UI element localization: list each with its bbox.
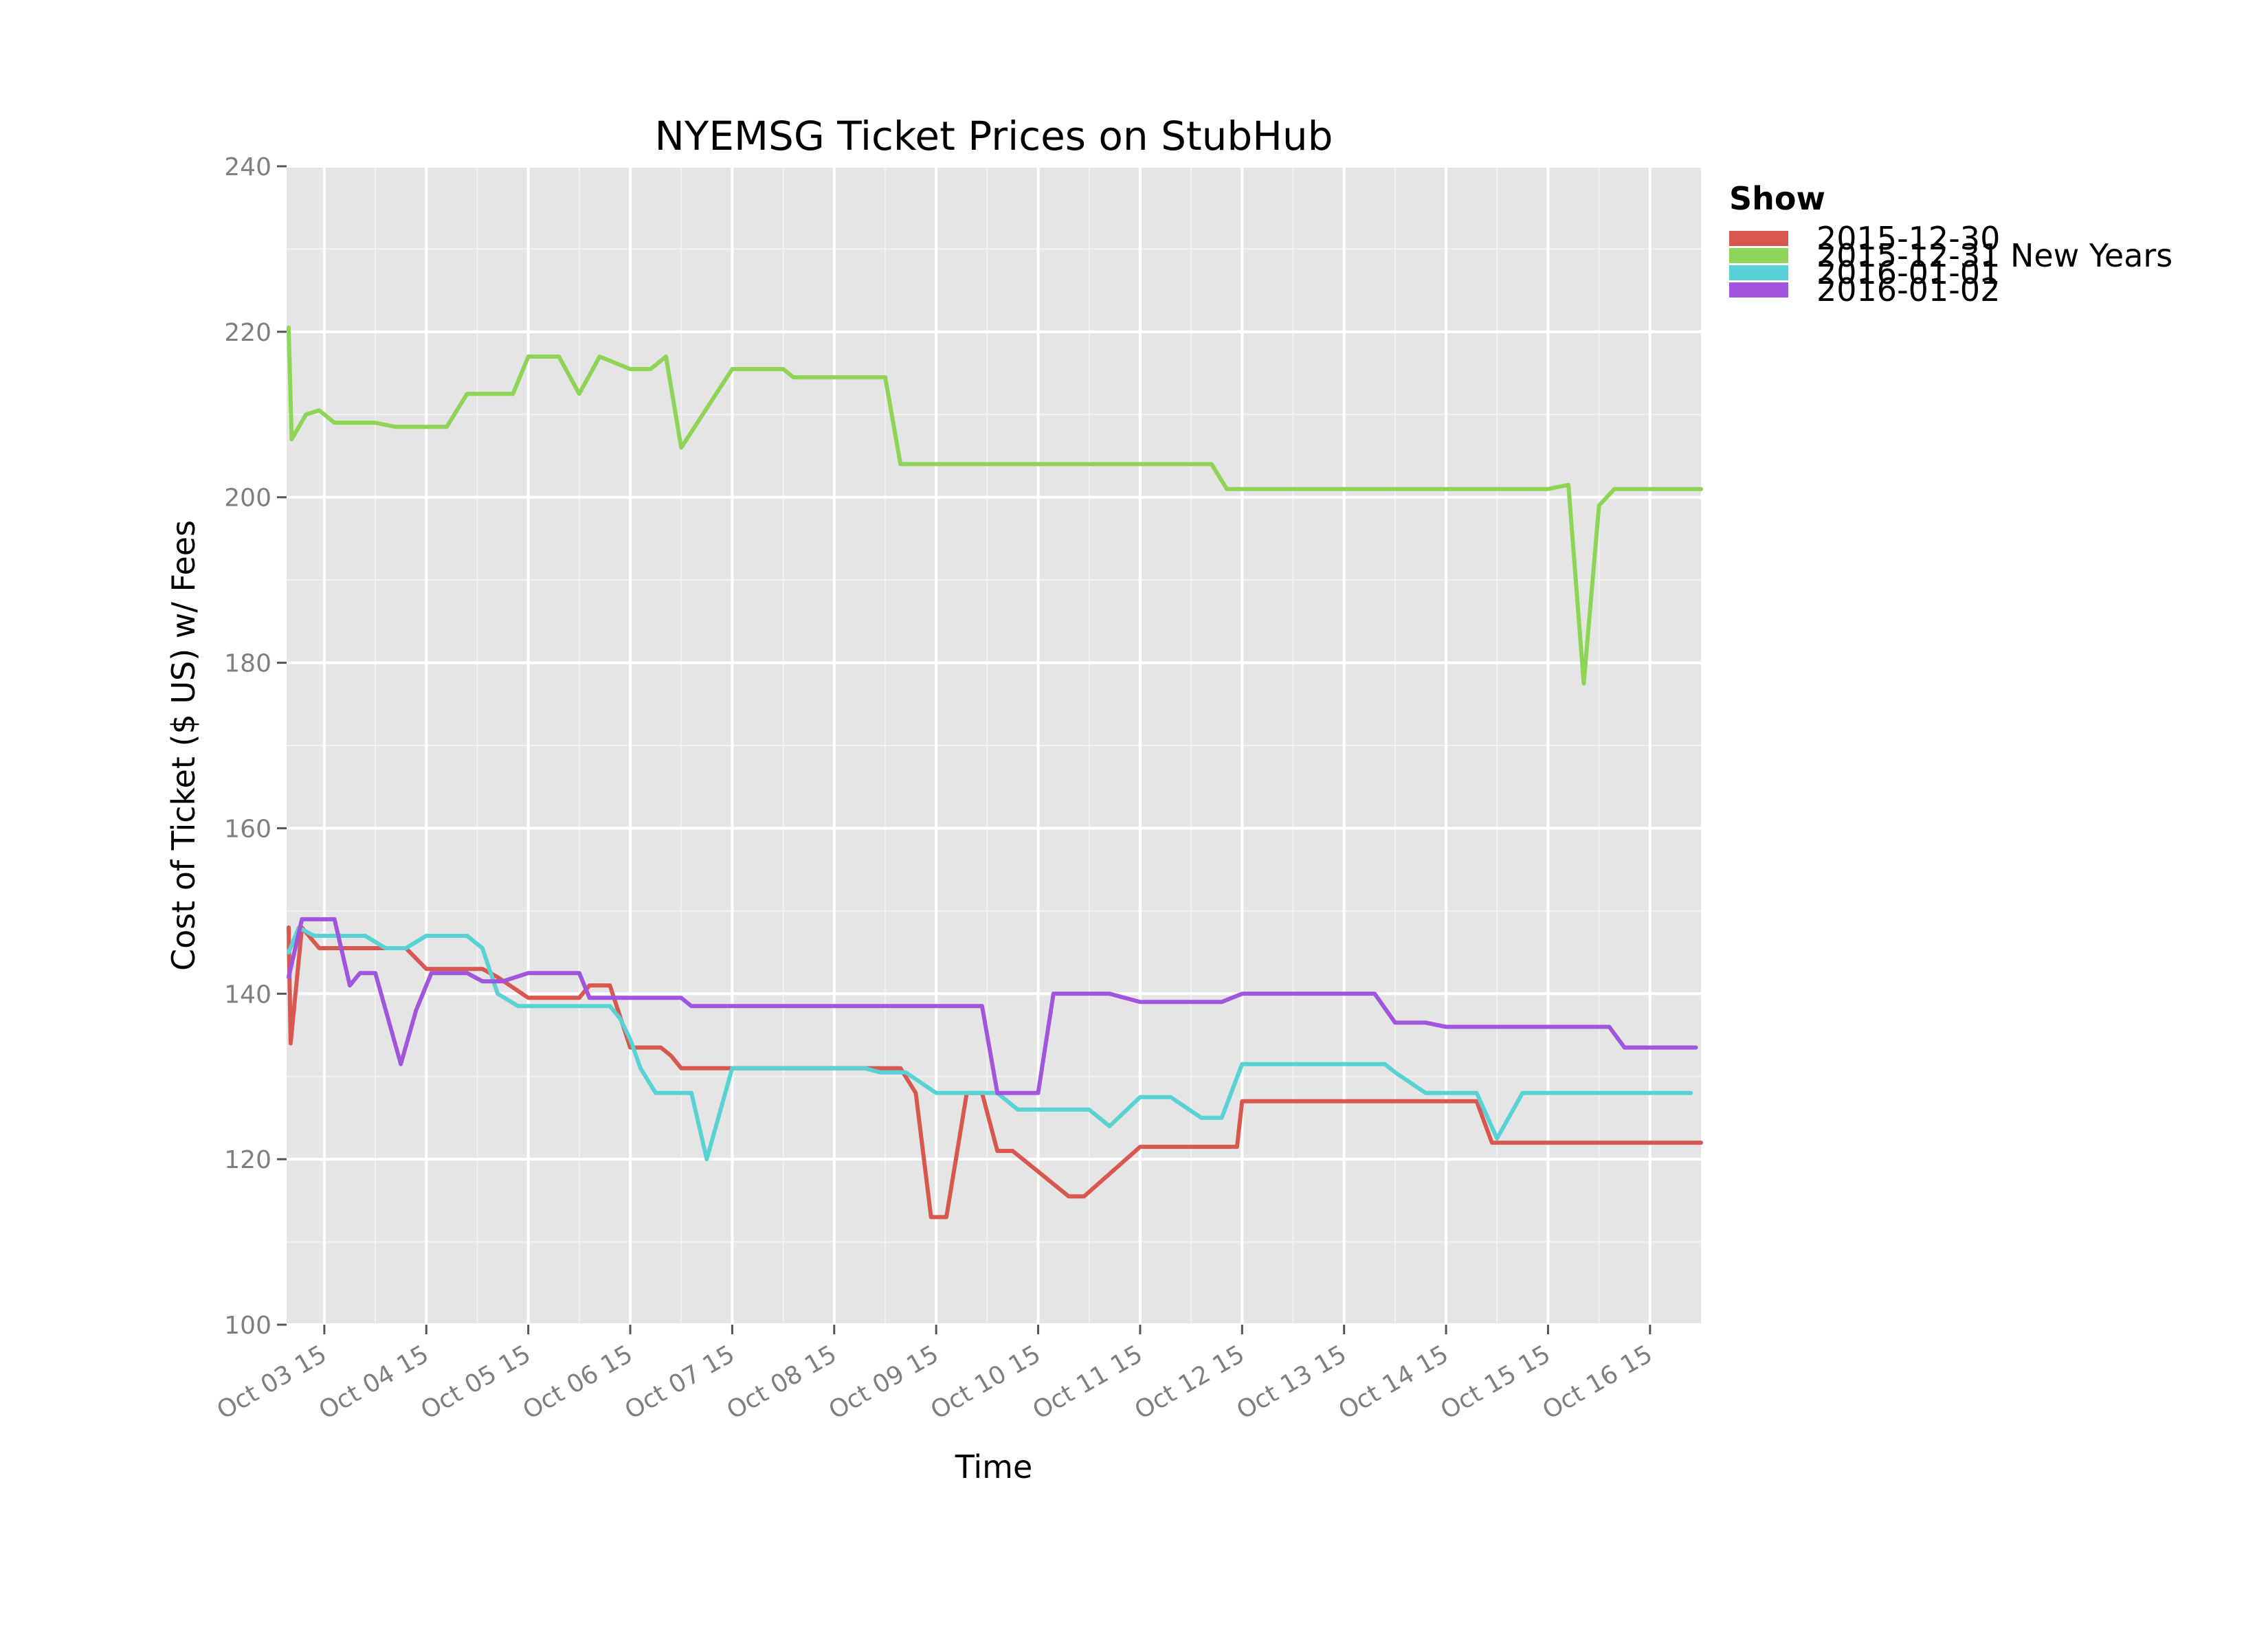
y-tick-label: 120 [224, 1146, 271, 1174]
y-axis-title: Cost of Ticket ($ US) w/ Fees [165, 520, 202, 971]
x-axis-title: Time [955, 1448, 1033, 1485]
legend-swatch [1729, 248, 1788, 263]
y-axis: 100 120 140 160 180 200 220 240 [224, 153, 287, 1340]
legend-swatch [1729, 282, 1788, 298]
legend-label: 2015-12-30 [1816, 220, 2000, 257]
minor-gridlines [287, 166, 1701, 1325]
y-tick-label: 180 [224, 650, 271, 678]
legend-title: Show [1729, 180, 1825, 217]
y-tick-label: 200 [224, 484, 271, 513]
legend-swatch [1729, 231, 1788, 246]
series-line-1 [287, 925, 1703, 1220]
series-line-3 [287, 925, 1693, 1162]
series-lines [287, 325, 1703, 1220]
series-line-4 [287, 917, 1698, 1095]
y-tick-label: 140 [224, 980, 271, 1009]
legend-label: 2016-01-02 [1816, 271, 2000, 309]
legend-label: 2016-01-01 [1816, 254, 2000, 291]
series-line-2 [287, 325, 1703, 686]
legend-label: 2015-12-31 New Years [1816, 237, 2172, 274]
y-tick-label: 240 [224, 153, 271, 181]
y-tick-label: 220 [224, 319, 271, 347]
legend-swatch [1729, 265, 1788, 280]
y-tick-label: 160 [224, 815, 271, 843]
chart-title: NYEMSG Ticket Prices on StubHub [655, 113, 1333, 159]
y-tick-label: 100 [224, 1312, 271, 1340]
major-gridlines [287, 165, 1701, 1326]
